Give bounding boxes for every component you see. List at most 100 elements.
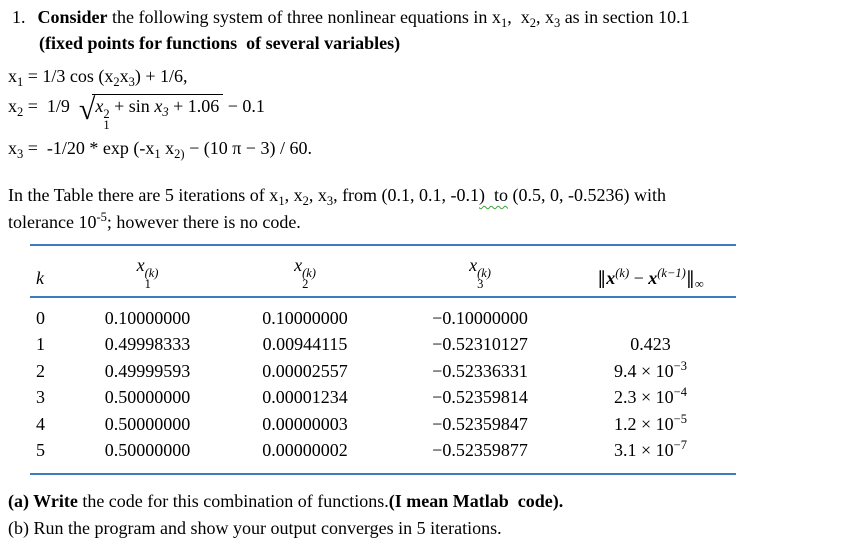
intro-text: , x [507,7,530,27]
header-x1: x (k) 1 [80,255,215,291]
description-text: In the Table there are 5 iterations of x [8,185,279,205]
eq1-body: 1/3 cos (x [42,66,114,86]
cell-norm: 3.1 × 10−7 [565,439,736,461]
cell-x1: 0.49999593 [104,360,191,381]
subscript: 3 [162,105,169,119]
cell-x3: −0.52359877 [432,440,528,461]
header-var: x [136,255,145,275]
eq3-body: x [160,138,175,158]
header-x2-subsup: (k) 2 [302,267,316,291]
equation-x1: x1 = 1/3 cos (x2x3) + 1/6, [8,66,312,89]
eq2-var-x: x [95,96,104,116]
exponent: 2 [103,107,110,121]
eq2-constant: + 1.06 [168,96,220,116]
eq1-sub: 2 [113,75,120,89]
norm-bar: ‖ [597,268,607,289]
question-b: (b) Run the program and show your output… [8,515,844,542]
description-text: tolerance 10 [8,212,97,232]
cell-k: 4 [36,413,45,434]
question-a: (a) Write the code for this combination … [8,488,844,515]
header-sup: (k) [144,266,159,280]
eq3-lhs: x [8,138,17,158]
table-row: 3 0.50000000 0.00001234 −0.52359814 2.3 × 10… [30,385,736,412]
header-k: k [36,268,44,288]
description-text: , x [308,185,327,205]
eq3-body: -1/20 * exp (-x [46,138,155,158]
description-text: ; however there is no code. [106,212,301,232]
cell-x3: −0.52359814 [432,387,528,408]
cell-norm: 9.4 × 10−3 [565,358,736,382]
norm-value: 9.4 × 10 [614,360,674,381]
table-header-row: k x (k) 1 x (k) 2 x (k) 3 ‖x(k) − x(k−1)‖∞ [30,246,736,298]
grammar-squiggle-text: ) to [479,185,509,205]
eq1-body: x [119,66,129,86]
cell-x2: 0.00001234 [262,387,348,408]
subscript: 1 [103,118,110,132]
description-text: (0.5, 0, -0.5236) with [508,185,667,205]
cell-x1: 0.50000000 [104,387,191,408]
cell-k: 0 [36,307,45,328]
question-a-note: (I mean Matlab code). [388,491,564,511]
eq2-coefficient: 1/9 [46,96,79,116]
header-x1-subsup: (k) 1 [144,266,159,291]
infinity-symbol: ∞ [694,277,704,291]
problem-intro-line2: (fixed points for functions of several v… [39,33,401,53]
cell-x3: −0.52310127 [432,334,528,355]
cell-x1: 0.49998333 [104,334,191,355]
question-list: (a) Write the code for this combination … [8,488,844,542]
x1-subscript: 1 [500,16,508,30]
eq3-equals: = [23,138,47,158]
norm-value: 1.2 × 10 [614,413,674,434]
eq3-sub: 2) [174,147,185,161]
header-sub: 3 [477,277,484,291]
cell-x2: 0.00944115 [262,334,348,355]
cell-x1: 0.10000000 [104,307,191,328]
eq2-tail: − 0.1 [223,96,265,116]
norm-exponent: −4 [673,385,687,400]
eq2-sin-term: + sin [109,96,155,116]
norm-bar: ‖ [685,268,695,289]
cell-norm: 2.3 × 10−4 [565,385,736,408]
intro-text: the following system of three nonlinear … [107,7,501,27]
question-a-label: (a) Write [8,491,78,511]
norm-sup: (k) [615,266,630,280]
header-infinity-norm: ‖x(k) − x(k−1)‖∞ [565,266,736,291]
intro-bold-word: Consider [37,7,108,27]
cell-x2: 0.00000002 [262,440,348,461]
header-var: x [469,255,478,275]
cell-x3: −0.52336331 [432,360,528,381]
intro-text: as in section 10.1 [560,7,690,27]
cell-norm: 0.423 [565,334,736,355]
eq2-equals: = [23,96,47,116]
problem-intro-line1: 1. Consider the following system of three… [12,4,842,30]
cell-k: 5 [36,440,45,461]
x3-subscript: 3 [553,16,561,30]
radical-sign-icon: √ [78,93,96,126]
subscript: 1 [278,194,285,208]
cell-norm: 1.2 × 10−5 [565,413,736,435]
header-sub: 1 [144,277,151,291]
eq1-sub: 3 [128,75,135,89]
header-sub: 2 [302,277,309,291]
norm-vector-x: x [648,268,658,288]
header-sup: (k) [477,266,491,280]
eq3-sub: 1 [154,147,161,161]
eq1-lhs-sub: 1 [17,75,24,89]
eq2-lhs: x [8,96,17,116]
subscript: 3 [326,194,334,208]
header-var: x [294,255,303,275]
cell-x2: 0.00000003 [262,413,348,434]
norm-exponent: −3 [673,358,687,373]
table-row: 0 0.10000000 0.10000000 −0.10000000 [30,305,736,332]
problem-number: 1. [12,7,26,27]
table-description: In the Table there are 5 iterations of x… [8,182,844,236]
cell-x3: −0.52359847 [432,413,528,434]
equation-block: x1 = 1/3 cos (x2x3) + 1/6, x2 = 1/9 √x 2 1… [8,66,312,166]
description-line2: tolerance 10-5; however there is no code… [8,209,844,236]
equation-x2: x2 = 1/9 √x 2 1 + sin x3 + 1.06 − 0.1 [8,93,312,132]
header-x2: x (k) 2 [215,255,395,291]
norm-value: 0.423 [630,334,671,355]
equation-x3: x3 = -1/20 * exp (-x1 x2) − (10 π − 3) /… [8,138,312,161]
